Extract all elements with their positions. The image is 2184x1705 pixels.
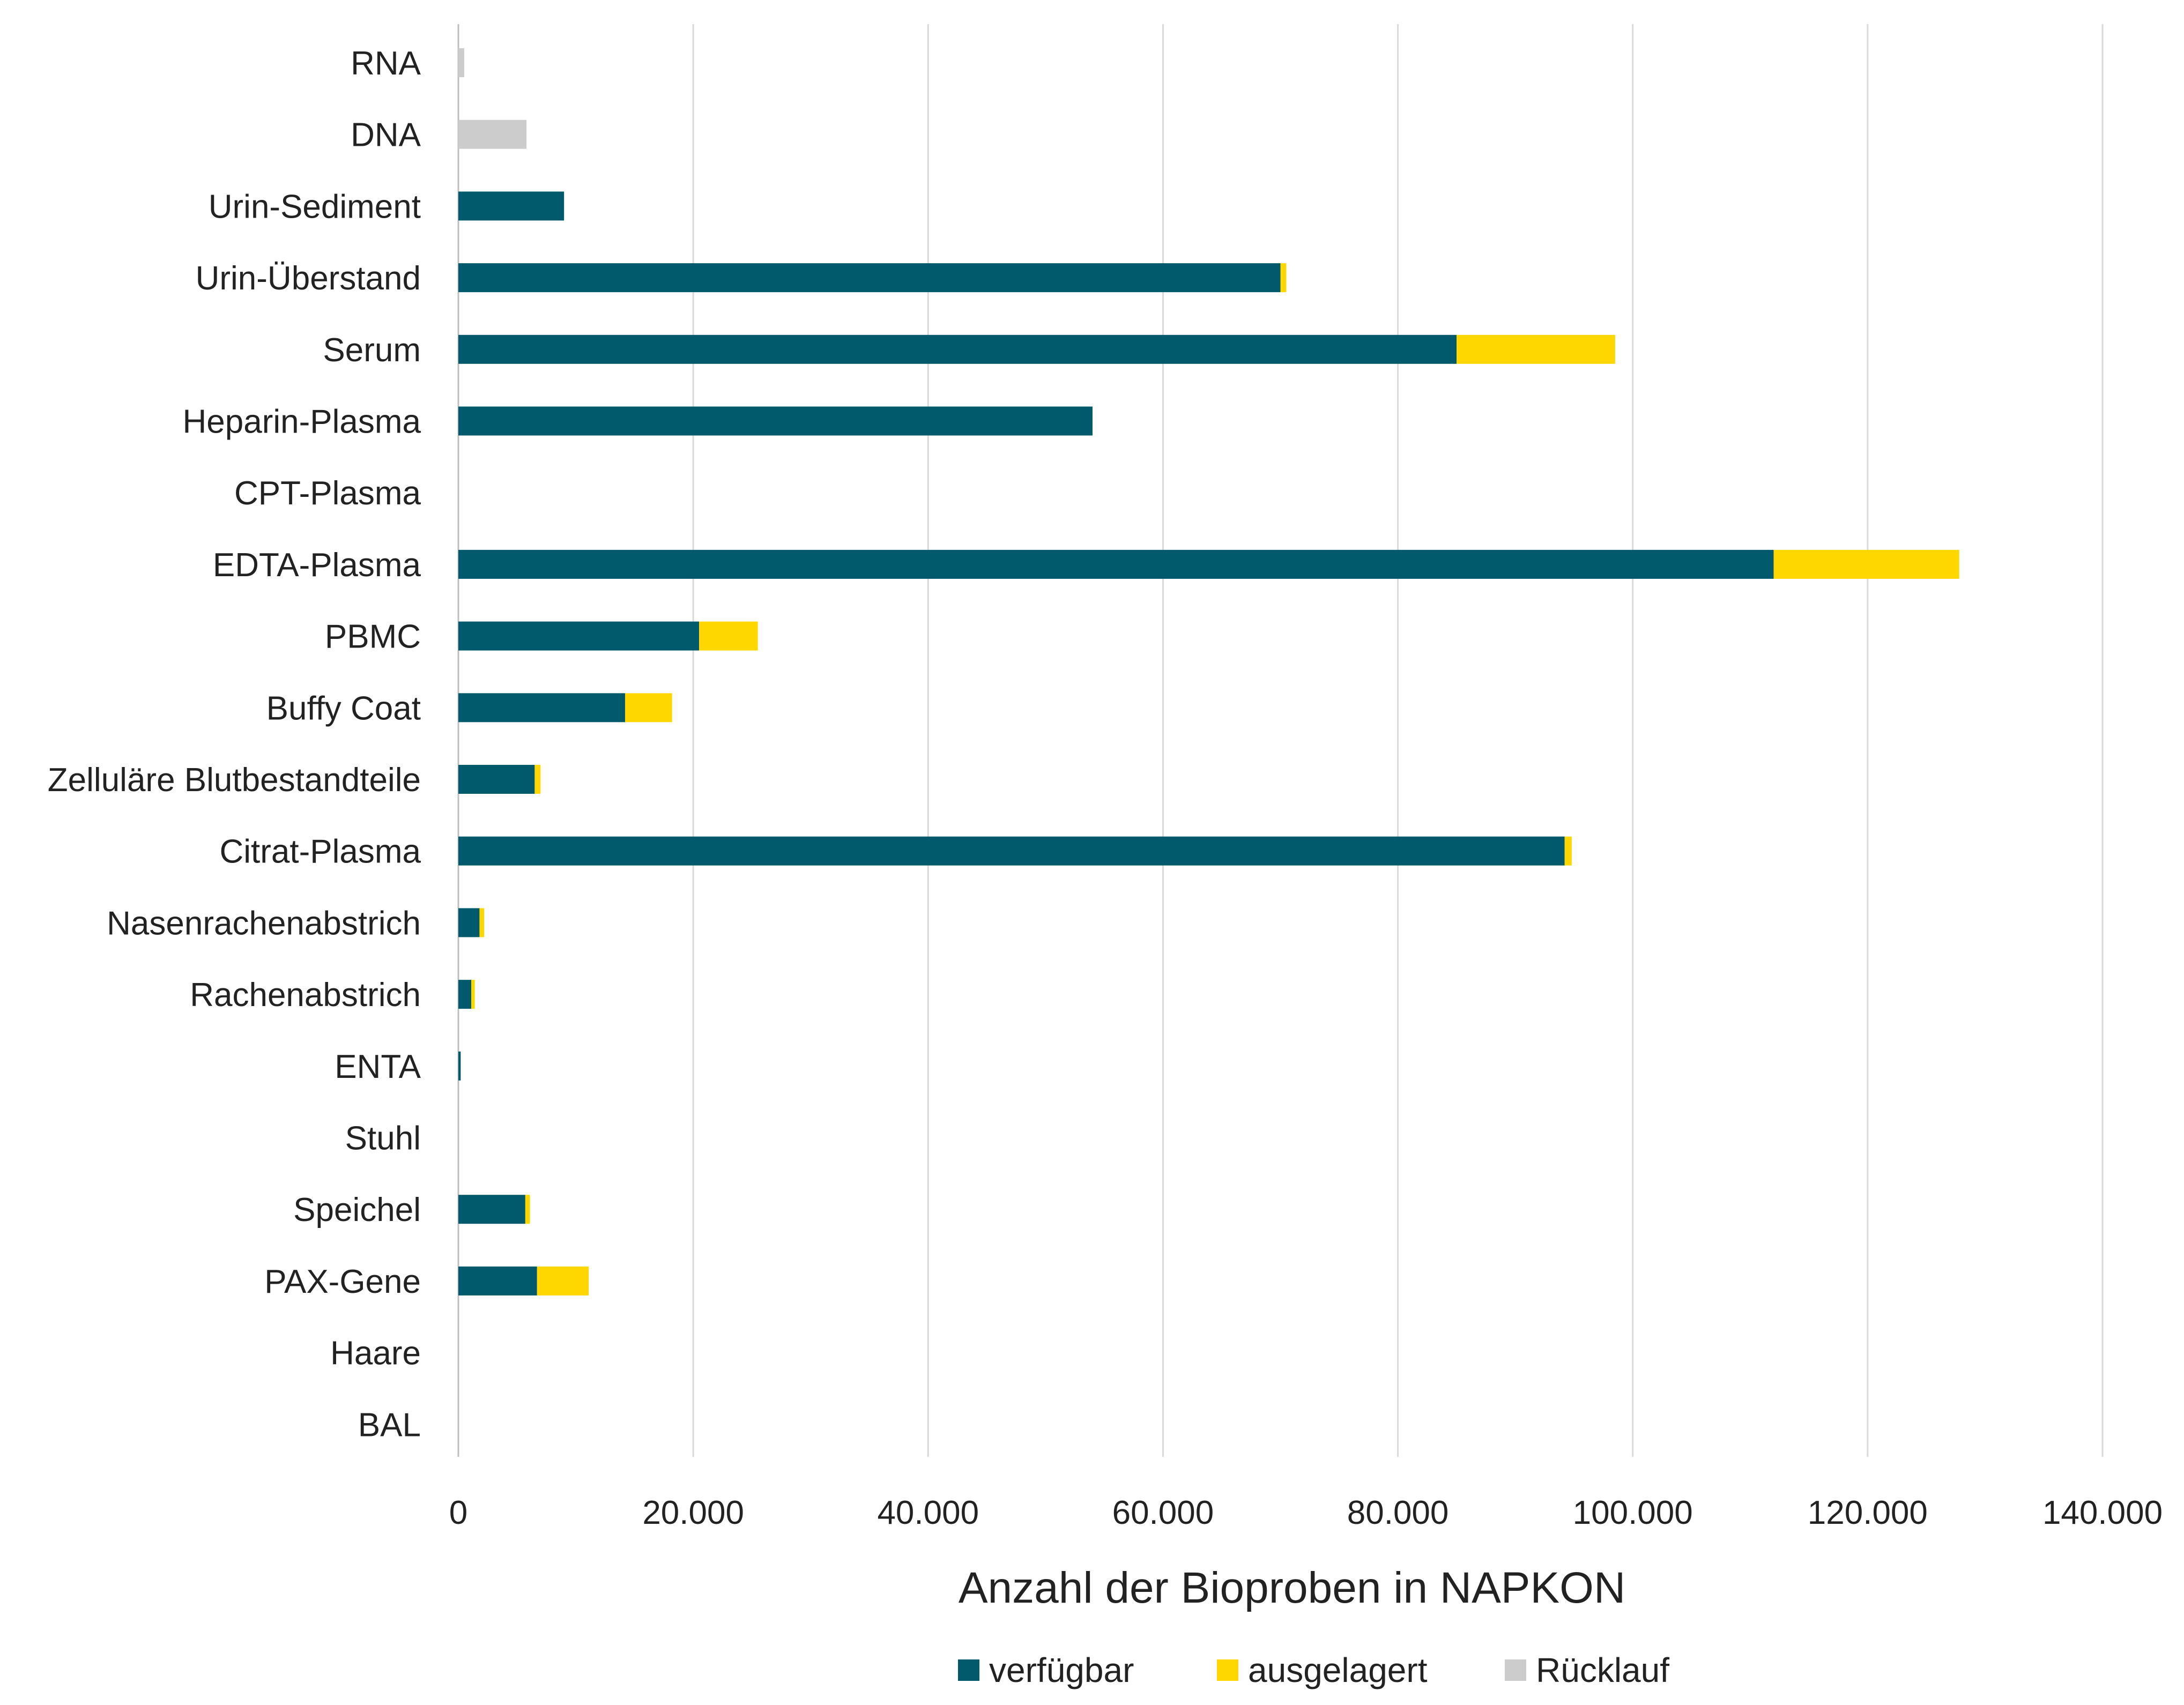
bars (458, 48, 1959, 1295)
category-labels: RNA DNA Urin-Sediment Urin-Überstand Serum He… (48, 45, 421, 1443)
bar-ausgelagert-pax-gene (537, 1266, 589, 1295)
category-label: Stuhl (345, 1120, 421, 1157)
category-label: Heparin-Plasma (182, 404, 421, 441)
category-label: CPT-Plasma (234, 475, 421, 512)
bar-verfugbar-pax-gene (458, 1266, 537, 1295)
legend-label: Rücklauf (1536, 1651, 1669, 1689)
bar-rucklauf-dna (458, 120, 527, 149)
x-tick-label: 20.000 (642, 1494, 744, 1531)
bar-ausgelagert-nasenrachenabstrich (479, 908, 485, 937)
category-label: DNA (351, 117, 421, 154)
bar-ausgelagert-pbmc (699, 621, 758, 651)
x-tick-label: 120.000 (1808, 1494, 1928, 1531)
category-label: PAX-Gene (264, 1263, 421, 1300)
category-label: Urin-Sediment (209, 188, 421, 225)
bar-verfugbar-speichel (458, 1195, 525, 1224)
bar-ausgelagert-zellulare-blutbestandteile (534, 765, 541, 794)
bar-ausgelagert-buffy-coat (625, 693, 672, 723)
category-label: BAL (358, 1406, 421, 1443)
gridlines (457, 24, 2104, 1457)
category-label: PBMC (325, 619, 421, 656)
legend: verfügbar ausgelagert Rücklauf (958, 1651, 1669, 1689)
category-label: Rachenabstrich (190, 977, 421, 1014)
category-label: Serum (323, 332, 421, 369)
x-tick-labels: 0 20.000 40.000 60.000 80.000 100.000 120.000 1… (449, 1494, 2163, 1531)
legend-item-rucklauf: Rücklauf (1505, 1651, 1669, 1689)
bar-verfugbar-edta-plasma (458, 549, 1774, 579)
legend-item-ausgelagert: ausgelagert (1217, 1651, 1428, 1689)
category-label: Haare (330, 1335, 421, 1372)
bar-verfugbar-urin-sediment (458, 191, 564, 221)
bar-verfugbar-citrat-plasma (458, 836, 1565, 866)
x-tick-label: 60.000 (1112, 1494, 1214, 1531)
category-label: Buffy Coat (266, 690, 421, 727)
legend-item-verfugbar: verfügbar (958, 1651, 1134, 1689)
bar-verfugbar-nasenrachenabstrich (458, 908, 480, 937)
category-label: Urin-Überstand (196, 260, 421, 297)
x-axis-title: Anzahl der Bioproben in NAPKON (959, 1563, 1625, 1612)
x-tick-label: 0 (449, 1494, 467, 1531)
category-label: Speichel (293, 1192, 421, 1229)
bar-ausgelagert-serum (1457, 334, 1615, 364)
category-label: RNA (351, 45, 421, 82)
bar-verfugbar-urin-uberstand (458, 263, 1281, 293)
category-label: EDTA-Plasma (213, 547, 421, 584)
bar-verfugbar-zellulare-blutbestandteile (458, 765, 535, 794)
category-label: Nasenrachenabstrich (107, 905, 421, 942)
x-tick-label: 80.000 (1347, 1494, 1449, 1531)
x-tick-label: 100.000 (1573, 1494, 1693, 1531)
bar-verfugbar-pbmc (458, 621, 700, 651)
bar-verfugbar-heparin-plasma (458, 406, 1093, 436)
x-tick-label: 140.000 (2042, 1494, 2163, 1531)
bar-ausgelagert-rachenabstrich (471, 980, 475, 1009)
legend-label: verfügbar (989, 1651, 1134, 1689)
bar-ausgelagert-speichel (525, 1195, 530, 1224)
bar-verfugbar-serum (458, 334, 1457, 364)
legend-swatch (1217, 1659, 1238, 1681)
legend-swatch (1505, 1659, 1526, 1681)
bar-verfugbar-enta (458, 1051, 461, 1081)
bar-ausgelagert-citrat-plasma (1564, 836, 1572, 866)
bar-rucklauf-rna (458, 48, 464, 77)
category-label: ENTA (335, 1048, 421, 1085)
bar-ausgelagert-urin-uberstand (1280, 263, 1287, 293)
bar-verfugbar-rachenabstrich (458, 980, 472, 1009)
category-label: Citrat-Plasma (219, 833, 421, 870)
x-tick-label: 40.000 (877, 1494, 979, 1531)
category-label: Zelluläre Blutbestandteile (48, 762, 421, 799)
legend-swatch (958, 1659, 979, 1681)
bar-ausgelagert-edta-plasma (1773, 549, 1959, 579)
legend-label: ausgelagert (1248, 1651, 1428, 1689)
bar-verfugbar-buffy-coat (458, 693, 626, 723)
